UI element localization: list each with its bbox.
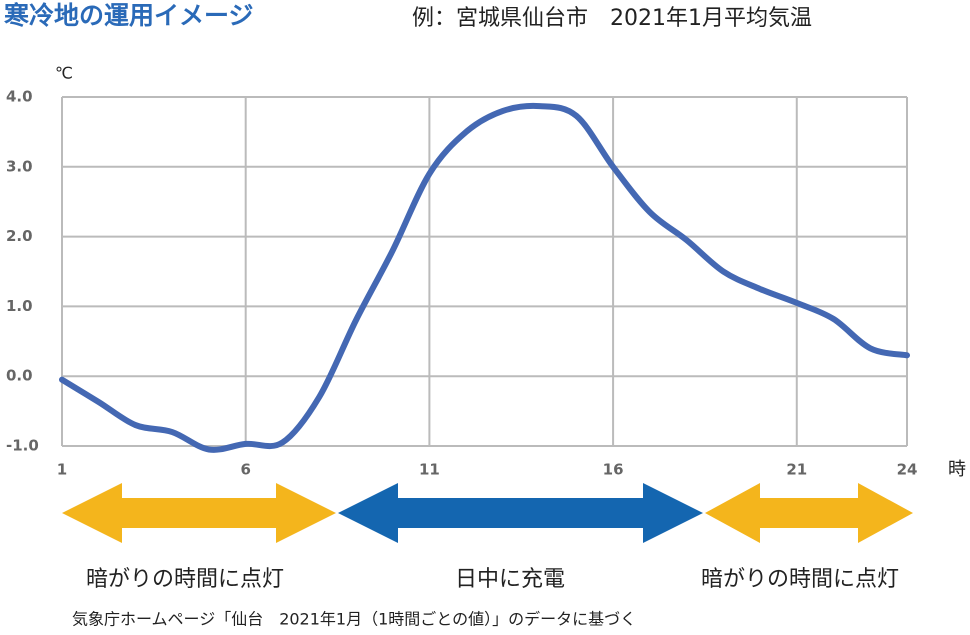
x-tick-label: 6 [240,461,250,479]
annotation: 暗がりの時間に点灯 [701,567,899,592]
annotation: 日中に充電 [455,567,565,592]
y-tick-label: 4.0 [6,88,33,106]
data-line [59,102,910,453]
y-tick-label: -1.0 [6,437,39,455]
x-tick-label: 21 [786,461,807,479]
y-tick-label: 0.0 [6,367,33,385]
x-axis-label: 時 [948,459,966,480]
x-tick-label: 1 [57,461,67,479]
source-note: 気象庁ホームページ「仙台 2021年1月（1時間ごとの値）」のデータに基づく [72,610,636,629]
chart-title: 寒冷地の運用イメージ [4,1,254,30]
arrow-night [705,483,913,543]
y-tick-label: 3.0 [6,157,33,175]
arrow-day [338,483,703,543]
chart-subtitle: 例：宮城県仙台市 2021年1月平均気温 [412,6,812,31]
arrows [62,483,913,543]
y-tick-label: 2.0 [6,227,33,245]
x-tick-label: 24 [897,461,918,479]
x-tick-label: 11 [419,461,440,479]
annotation: 暗がりの時間に点灯 [86,567,284,592]
x-tick-label: 16 [603,461,624,479]
y-tick-label: 1.0 [6,297,33,315]
y-axis-label: ℃ [55,64,73,83]
arrow-night [62,483,336,543]
